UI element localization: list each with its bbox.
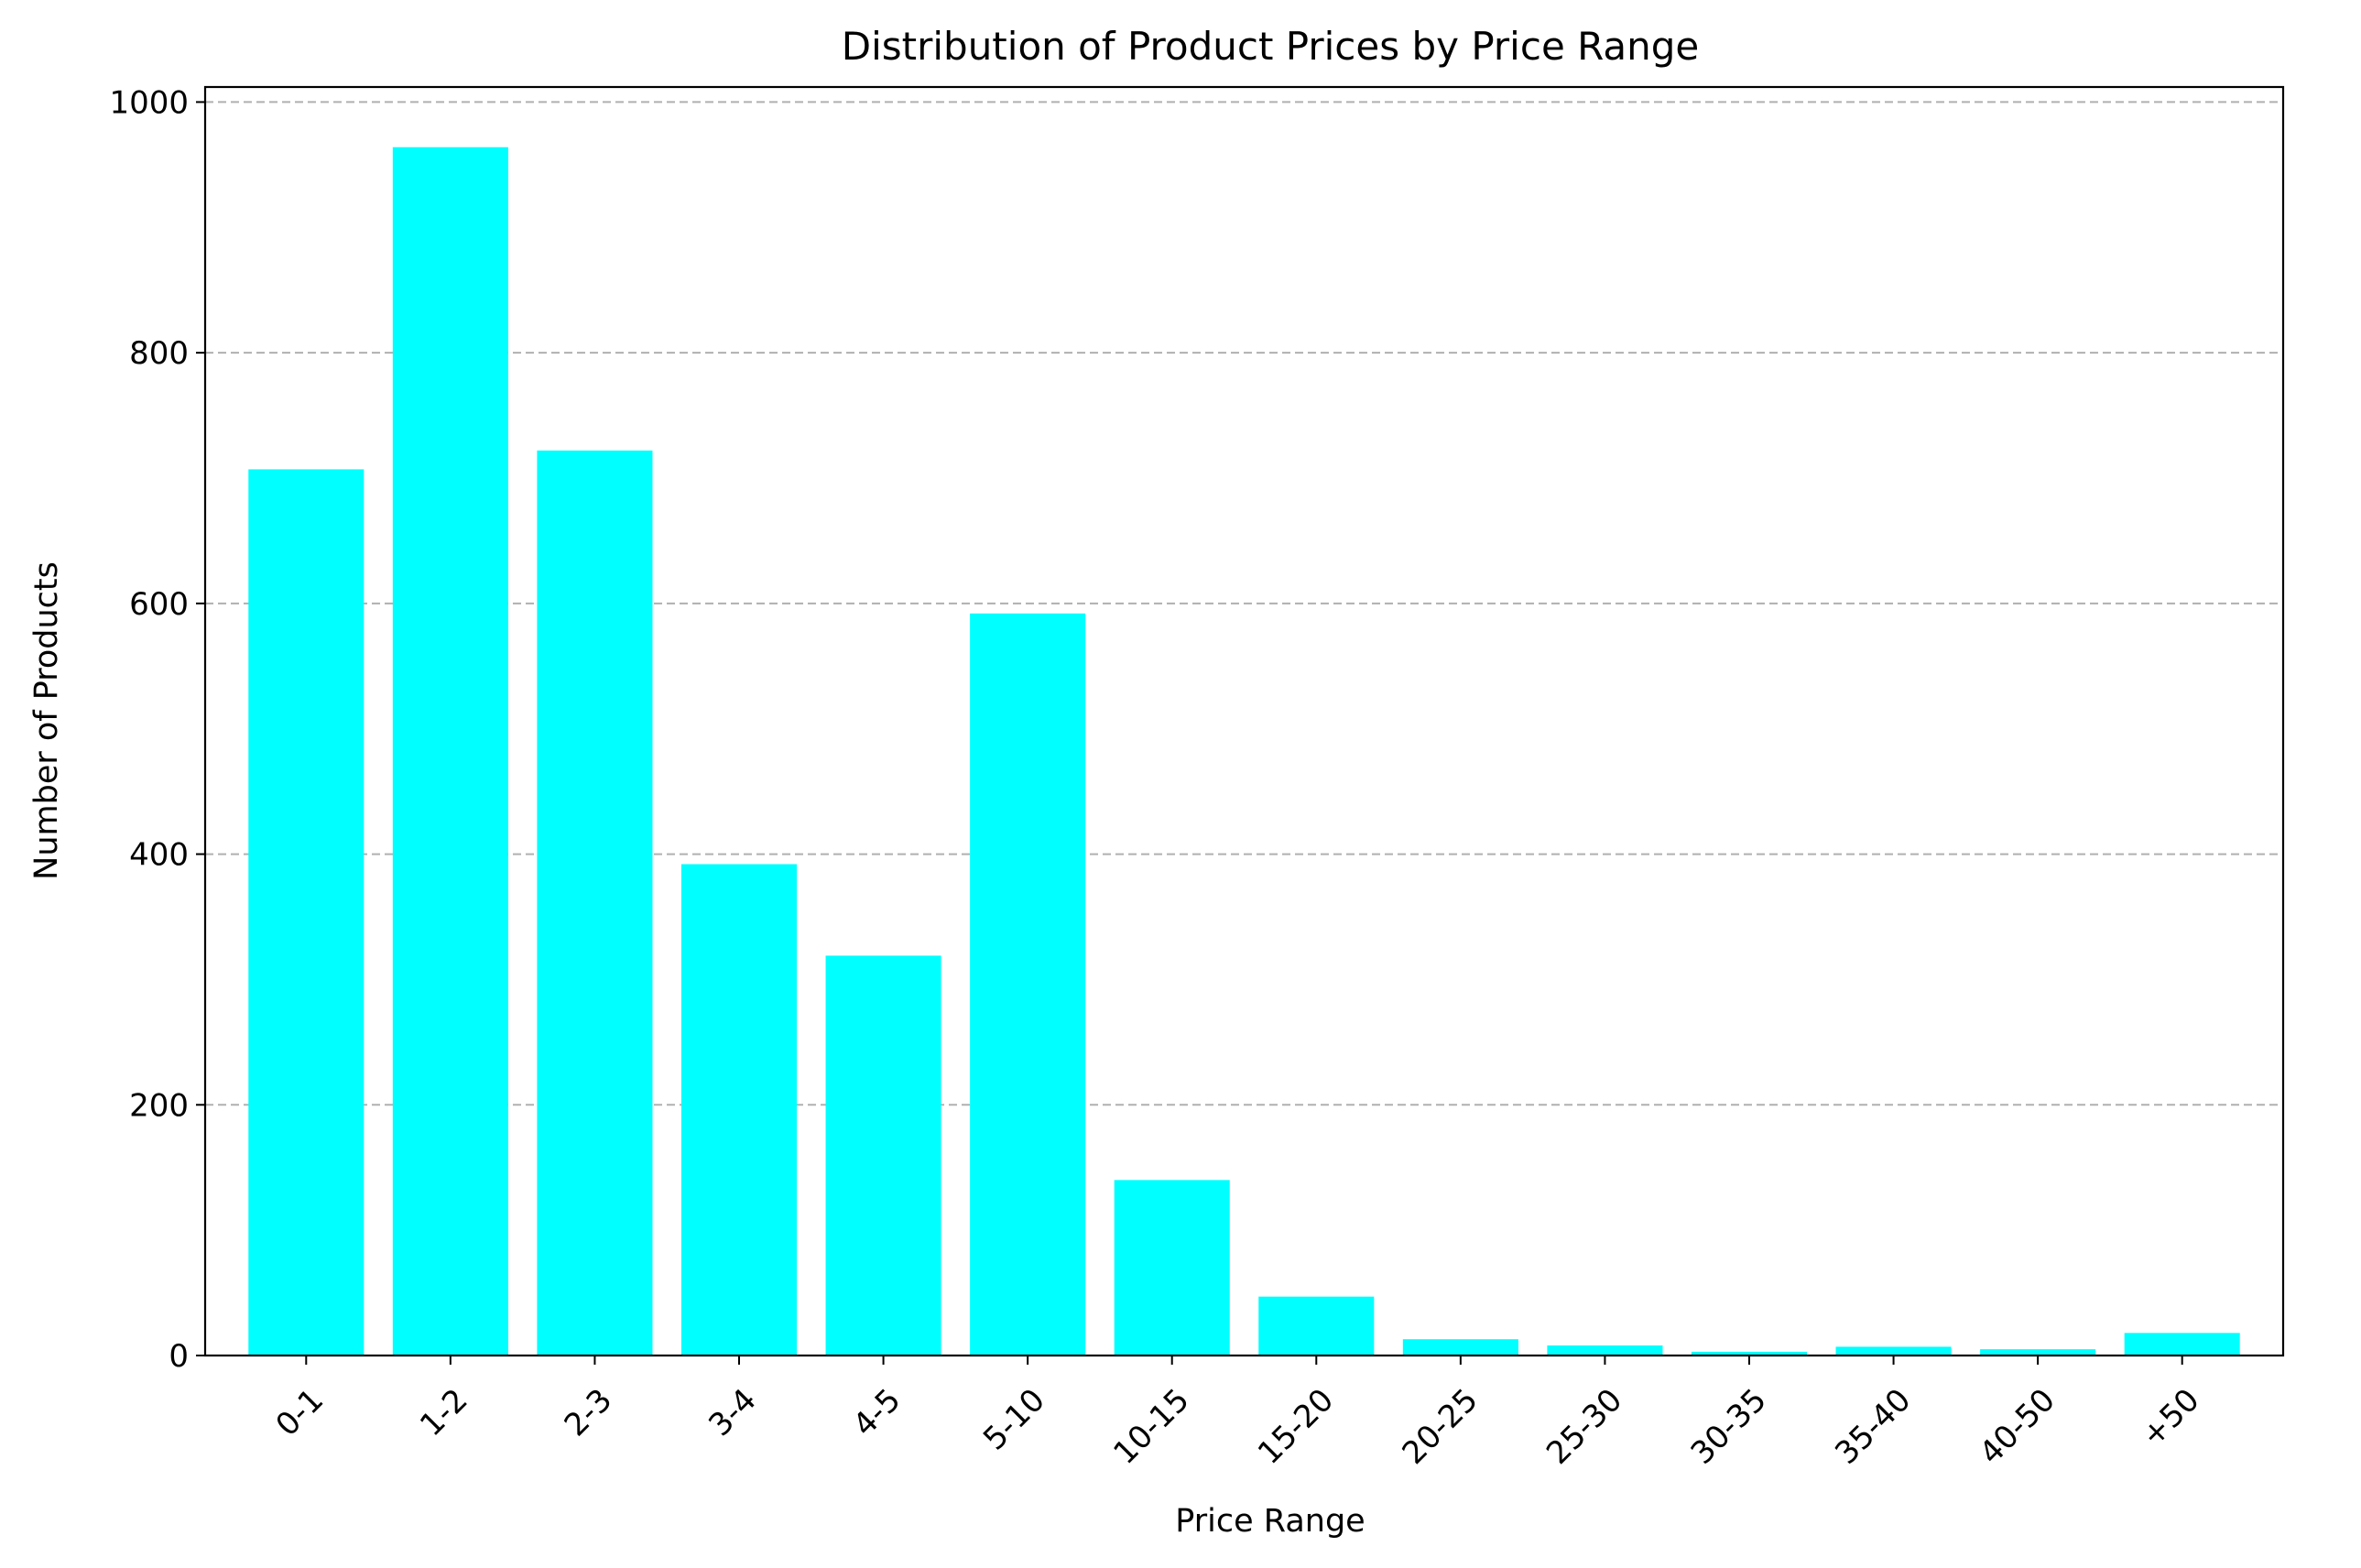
x-tick-label: 2-3 — [558, 1382, 620, 1444]
bar-10-15 — [1114, 1180, 1230, 1356]
bar-25-30 — [1547, 1345, 1663, 1356]
x-axis-label: Price Range — [1175, 1503, 1365, 1540]
y-tick-label: 600 — [129, 586, 189, 623]
x-tick-label: 10-15 — [1106, 1382, 1196, 1472]
x-tick-label: 5-10 — [976, 1382, 1052, 1458]
y-tick-label: 200 — [129, 1087, 189, 1124]
y-tick-label: 800 — [129, 335, 189, 372]
bar-2-3 — [537, 450, 653, 1356]
bar-30-35 — [1691, 1351, 1808, 1356]
x-tick-label: +50 — [2134, 1382, 2206, 1454]
x-tick-label: 0-1 — [269, 1382, 332, 1444]
grid-lines — [205, 101, 2283, 1106]
bar-40-50 — [1980, 1349, 2096, 1356]
bars — [248, 147, 2240, 1356]
bar-15-20 — [1258, 1296, 1375, 1356]
bar-+50 — [2124, 1333, 2240, 1356]
bar-5-10 — [970, 613, 1086, 1356]
y-tick-label: 400 — [129, 837, 189, 874]
x-tick-label: 25-30 — [1540, 1382, 1629, 1472]
y-axis-ticks: 0 200 400 600 800 1000 — [109, 84, 205, 1375]
bar-4-5 — [825, 955, 941, 1356]
x-tick-label: 4-5 — [846, 1382, 908, 1444]
bar-0-1 — [248, 469, 364, 1356]
x-tick-label: 20-25 — [1396, 1382, 1485, 1472]
x-tick-label: 30-35 — [1684, 1382, 1774, 1472]
y-tick-label: 0 — [169, 1338, 189, 1375]
y-axis-label: Number of Products — [28, 561, 65, 880]
x-axis-ticks: 0-1 1-2 2-3 3-4 4-5 5-10 10-15 15-20 20-25 25-30 3… — [269, 1356, 2207, 1472]
x-tick-label: 40-50 — [1973, 1382, 2062, 1472]
bar-3-4 — [680, 864, 798, 1356]
bar-20-25 — [1402, 1339, 1518, 1356]
plot-frame — [203, 85, 2285, 1357]
x-tick-label: 3-4 — [702, 1382, 764, 1444]
x-tick-label: 35-40 — [1828, 1382, 1918, 1472]
x-tick-label: 1-2 — [413, 1382, 475, 1444]
y-tick-label: 1000 — [109, 84, 189, 121]
x-tick-label: 15-20 — [1251, 1382, 1341, 1472]
bar-1-2 — [392, 147, 508, 1356]
chart-title: Distribution of Product Prices by Price … — [842, 24, 1700, 69]
bar-35-40 — [1835, 1346, 1952, 1356]
